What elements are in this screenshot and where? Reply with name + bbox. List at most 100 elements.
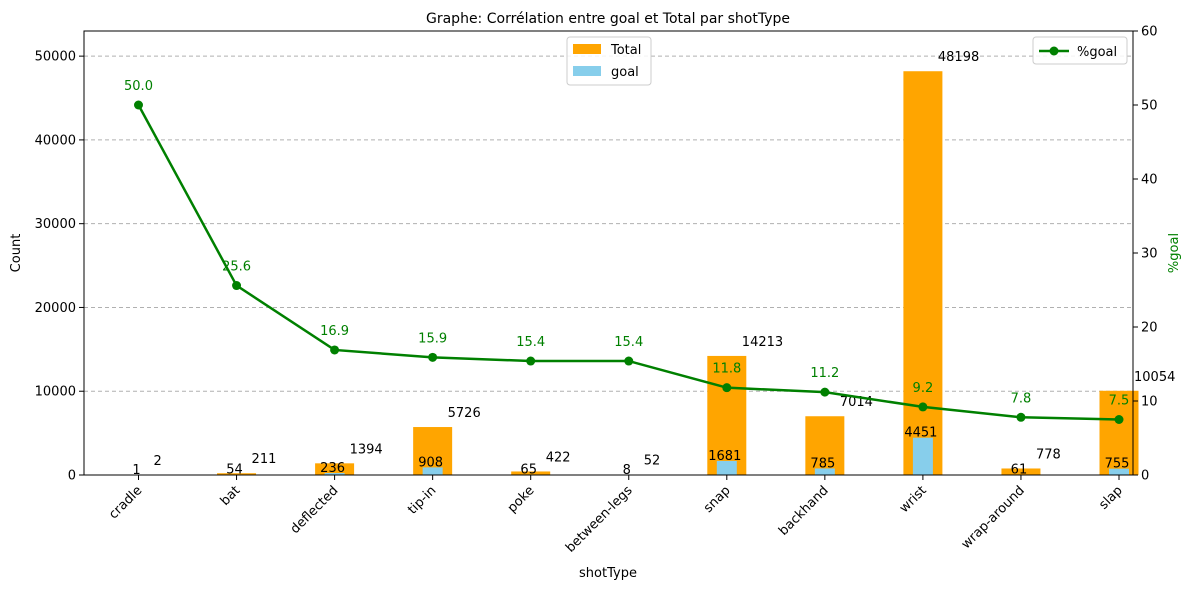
x-tick-label: wrist: [897, 483, 930, 516]
x-tick-label: tip-in: [405, 483, 439, 517]
total-bar: [217, 473, 257, 475]
goal-value-label: 1: [132, 463, 140, 478]
x-tick-label: bat: [218, 483, 244, 509]
percent-value-label: 7.8: [1011, 391, 1032, 406]
y2-tick-label: 40: [1141, 173, 1158, 188]
total-bar: [805, 416, 845, 475]
percent-value-label: 11.2: [810, 366, 839, 381]
percent-line-path: [137, 104, 1120, 421]
percent-point: [134, 100, 143, 110]
goal-bar: [324, 473, 345, 475]
total-bar: [315, 463, 355, 475]
y-tick-label: 20000: [35, 301, 76, 316]
total-value-label: 10054: [1134, 370, 1175, 385]
total-bar: [707, 355, 747, 475]
total-value-label: 48198: [938, 50, 979, 65]
percent-point: [624, 356, 634, 366]
y2-axis-label: %goal: [1167, 233, 1182, 273]
x-tick-label: between-legs: [563, 483, 636, 556]
total-bar: [1099, 390, 1139, 475]
total-bar: [903, 71, 943, 475]
x-axis: cradle bat deflected tip-in poke between-legs…: [106, 475, 1126, 556]
y-tick-label: 50000: [35, 50, 76, 65]
percent-value-label: 50.0: [124, 79, 153, 94]
percent-point: [526, 356, 536, 366]
percent-point: [232, 281, 242, 291]
plot-frame: [83, 30, 1134, 476]
goal-bar: [716, 460, 737, 475]
goal-value-label: 8: [623, 463, 631, 478]
legend-label-percent: %goal: [1077, 45, 1117, 60]
percent-value-label: 15.4: [614, 335, 643, 350]
percent-value-label: 16.9: [320, 324, 349, 339]
x-tick-label: backhand: [776, 483, 832, 539]
percent-value-label: 9.2: [913, 381, 934, 396]
total-value-label: 422: [546, 450, 571, 465]
y2-tick-label: 50: [1141, 99, 1158, 114]
left-axis: 0 10000 20000 30000 40000 50000: [35, 50, 84, 484]
gridlines: [84, 55, 1133, 392]
y-tick-label: 0: [68, 469, 76, 484]
percent-value-label: 25.6: [222, 260, 251, 275]
legend-line: %goal: [1032, 36, 1128, 65]
y-tick-label: 30000: [35, 217, 76, 232]
goal-value-label: 65: [520, 462, 537, 477]
x-tick-label: snap: [701, 483, 734, 516]
percent-value-label: 7.5: [1109, 394, 1130, 409]
chart-title: Graphe: Corrélation entre goal et Total …: [426, 11, 790, 27]
right-axis: 0 10 20 30 40 50 60: [1133, 25, 1158, 484]
x-tick-label: poke: [505, 483, 538, 516]
total-value-label: 778: [1036, 447, 1061, 462]
x-tick-label: deflected: [288, 483, 342, 537]
y2-tick-label: 30: [1141, 247, 1158, 262]
total-value-label: 5726: [448, 406, 481, 421]
total-bar: [413, 427, 453, 475]
percent-point: [1114, 415, 1124, 424]
percent-point: [722, 383, 732, 393]
total-value-label: 14213: [742, 335, 783, 350]
percent-point: [1016, 412, 1026, 422]
goal-value-label: 61: [1011, 462, 1028, 477]
percent-point: [918, 402, 928, 412]
total-value-label: 2: [154, 454, 162, 469]
percent-point: [820, 387, 830, 397]
total-bar: [1001, 468, 1041, 475]
y2-tick-label: 0: [1141, 469, 1149, 484]
goal-value-label: 785: [810, 456, 835, 471]
y-tick-label: 10000: [35, 385, 76, 400]
goal-value-label: 1681: [708, 449, 741, 464]
legend-swatch-total: [573, 44, 601, 54]
goal-value-label: 755: [1105, 457, 1130, 472]
y2-tick-label: 10: [1141, 395, 1158, 410]
x-tick-label: slap: [1096, 483, 1125, 512]
y-axis-label: Count: [9, 234, 24, 273]
percent-value-label: 11.8: [712, 362, 741, 377]
goal-bar: [1109, 468, 1129, 475]
goal-value-label: 4451: [904, 426, 937, 441]
percent-line: 50.0 25.6 16.9 15.9 15.4 15.4 11.8 11.2 9.2 7.8 7.…: [124, 79, 1129, 424]
goal-bar: [912, 437, 933, 475]
legend-swatch-goal: [573, 66, 601, 76]
total-value-label: 1394: [350, 442, 383, 457]
legend-bars: Total goal: [566, 36, 652, 86]
x-tick-label: cradle: [106, 483, 145, 522]
percent-value-label: 15.4: [516, 335, 545, 350]
total-value-label: 211: [252, 452, 277, 467]
legend-line-marker: [1049, 46, 1059, 56]
y2-tick-label: 60: [1141, 25, 1158, 40]
total-bar: [511, 471, 551, 475]
x-axis-label: shotType: [579, 566, 637, 581]
total-value-label: 52: [644, 454, 661, 469]
goal-value-label: 236: [320, 461, 345, 476]
y-tick-label: 40000: [35, 133, 76, 148]
legend-label-total: Total: [610, 43, 641, 58]
y2-tick-label: 20: [1141, 321, 1158, 336]
percent-value-label: 15.9: [418, 331, 447, 346]
goal-bar: [814, 468, 835, 475]
goal-bar: [422, 467, 443, 475]
percent-point: [330, 345, 340, 355]
percent-point: [428, 352, 438, 362]
x-tick-label: wrap-around: [959, 483, 1028, 552]
